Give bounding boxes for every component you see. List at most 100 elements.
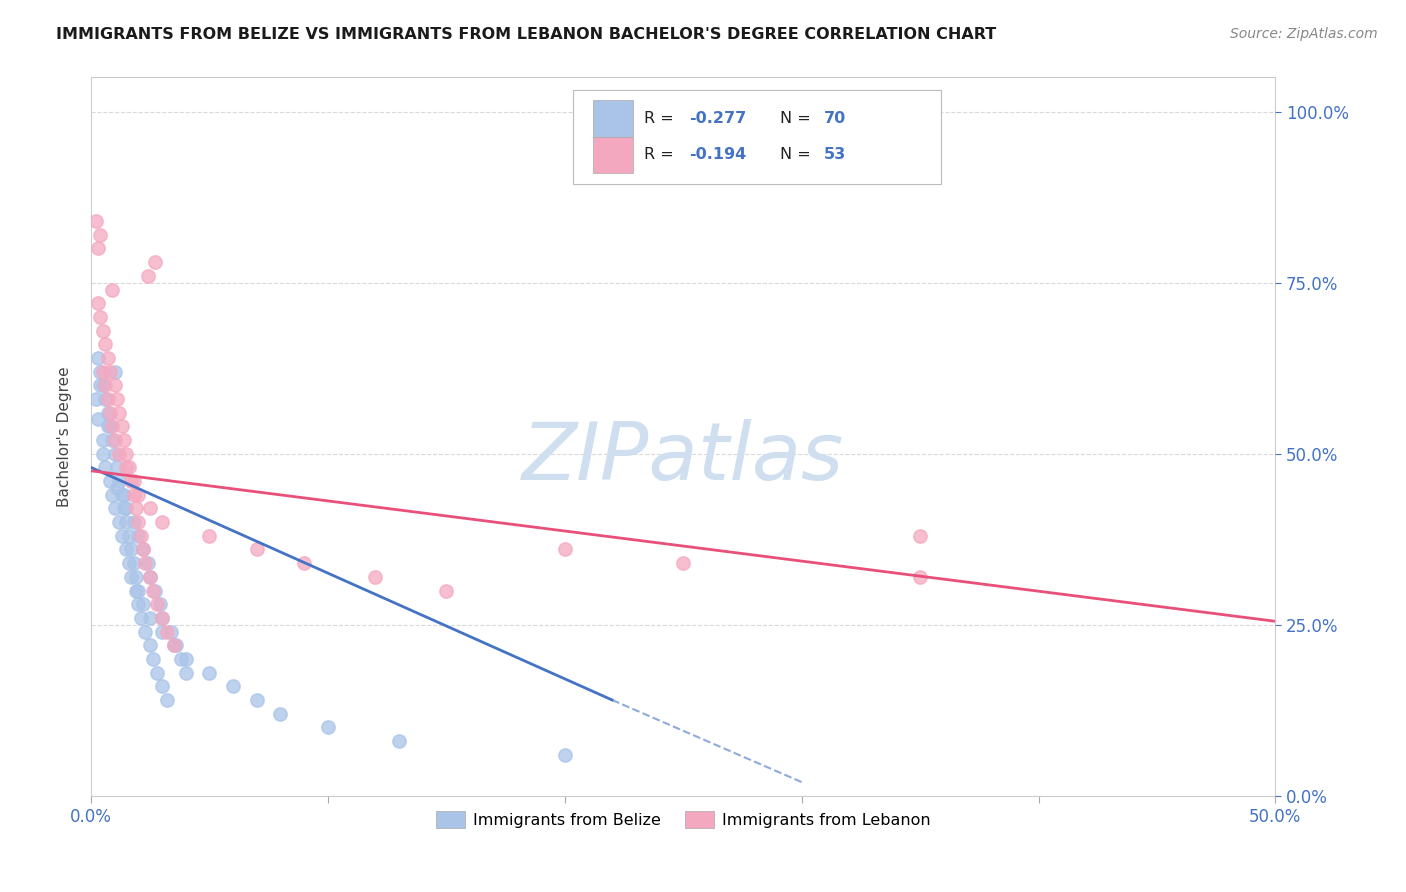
Point <box>143 583 166 598</box>
Point <box>112 433 135 447</box>
Point <box>91 365 114 379</box>
Point <box>89 310 111 324</box>
Point <box>163 638 186 652</box>
Point <box>127 515 149 529</box>
Point <box>87 296 110 310</box>
Point <box>150 679 173 693</box>
Point <box>101 433 124 447</box>
Point <box>108 406 131 420</box>
Point <box>143 255 166 269</box>
Point <box>146 665 169 680</box>
Point <box>91 378 114 392</box>
Point <box>165 638 187 652</box>
Point <box>139 611 162 625</box>
Point <box>122 515 145 529</box>
Point <box>150 611 173 625</box>
Point <box>104 365 127 379</box>
Point <box>118 556 141 570</box>
Point <box>89 365 111 379</box>
Point <box>91 447 114 461</box>
Point <box>554 542 576 557</box>
Point <box>129 611 152 625</box>
Point <box>111 419 134 434</box>
Point <box>134 624 156 639</box>
Point <box>554 747 576 762</box>
Point <box>672 556 695 570</box>
Point <box>108 474 131 488</box>
Point <box>127 597 149 611</box>
Point <box>156 624 179 639</box>
Point <box>120 542 142 557</box>
Point <box>91 433 114 447</box>
Point <box>134 556 156 570</box>
FancyBboxPatch shape <box>593 136 634 173</box>
Point <box>139 501 162 516</box>
Point <box>388 734 411 748</box>
Point <box>125 501 148 516</box>
Text: Source: ZipAtlas.com: Source: ZipAtlas.com <box>1230 27 1378 41</box>
Point <box>198 665 221 680</box>
Point <box>115 460 138 475</box>
Point <box>292 556 315 570</box>
Point <box>246 542 269 557</box>
Point <box>112 501 135 516</box>
Point <box>136 556 159 570</box>
Point <box>87 242 110 256</box>
Point <box>122 474 145 488</box>
Point <box>89 227 111 242</box>
Point <box>139 570 162 584</box>
Point <box>87 412 110 426</box>
Point <box>364 570 387 584</box>
Point <box>160 624 183 639</box>
Point <box>98 365 121 379</box>
Point <box>94 392 117 406</box>
Point <box>84 392 107 406</box>
Point <box>96 419 118 434</box>
Point <box>96 406 118 420</box>
Point <box>908 529 931 543</box>
Point <box>118 529 141 543</box>
Text: 70: 70 <box>824 111 846 126</box>
Point <box>120 570 142 584</box>
Point <box>105 481 128 495</box>
Point <box>101 419 124 434</box>
Point <box>316 720 339 734</box>
Point <box>174 665 197 680</box>
Point <box>104 378 127 392</box>
Point <box>170 652 193 666</box>
Point <box>89 378 111 392</box>
Point <box>108 515 131 529</box>
Point <box>136 268 159 283</box>
Point <box>198 529 221 543</box>
Point <box>101 488 124 502</box>
Point <box>127 488 149 502</box>
Point <box>125 583 148 598</box>
Point <box>118 460 141 475</box>
Point <box>111 488 134 502</box>
Point <box>129 529 152 543</box>
Text: R =: R = <box>644 111 679 126</box>
Point <box>269 706 291 721</box>
Point <box>115 542 138 557</box>
FancyBboxPatch shape <box>593 100 634 136</box>
Point <box>112 488 135 502</box>
Point <box>115 515 138 529</box>
Point <box>222 679 245 693</box>
Point <box>132 542 155 557</box>
Point <box>174 652 197 666</box>
Point <box>98 406 121 420</box>
Point <box>94 460 117 475</box>
Text: ZIPatlas: ZIPatlas <box>522 419 844 497</box>
Point <box>120 474 142 488</box>
Point <box>108 447 131 461</box>
Text: -0.277: -0.277 <box>689 111 747 126</box>
Point <box>96 392 118 406</box>
Point <box>156 693 179 707</box>
Point <box>150 624 173 639</box>
Point <box>141 652 163 666</box>
Point <box>122 556 145 570</box>
Point <box>127 529 149 543</box>
Point <box>132 597 155 611</box>
Text: -0.194: -0.194 <box>689 147 747 162</box>
Point <box>127 583 149 598</box>
